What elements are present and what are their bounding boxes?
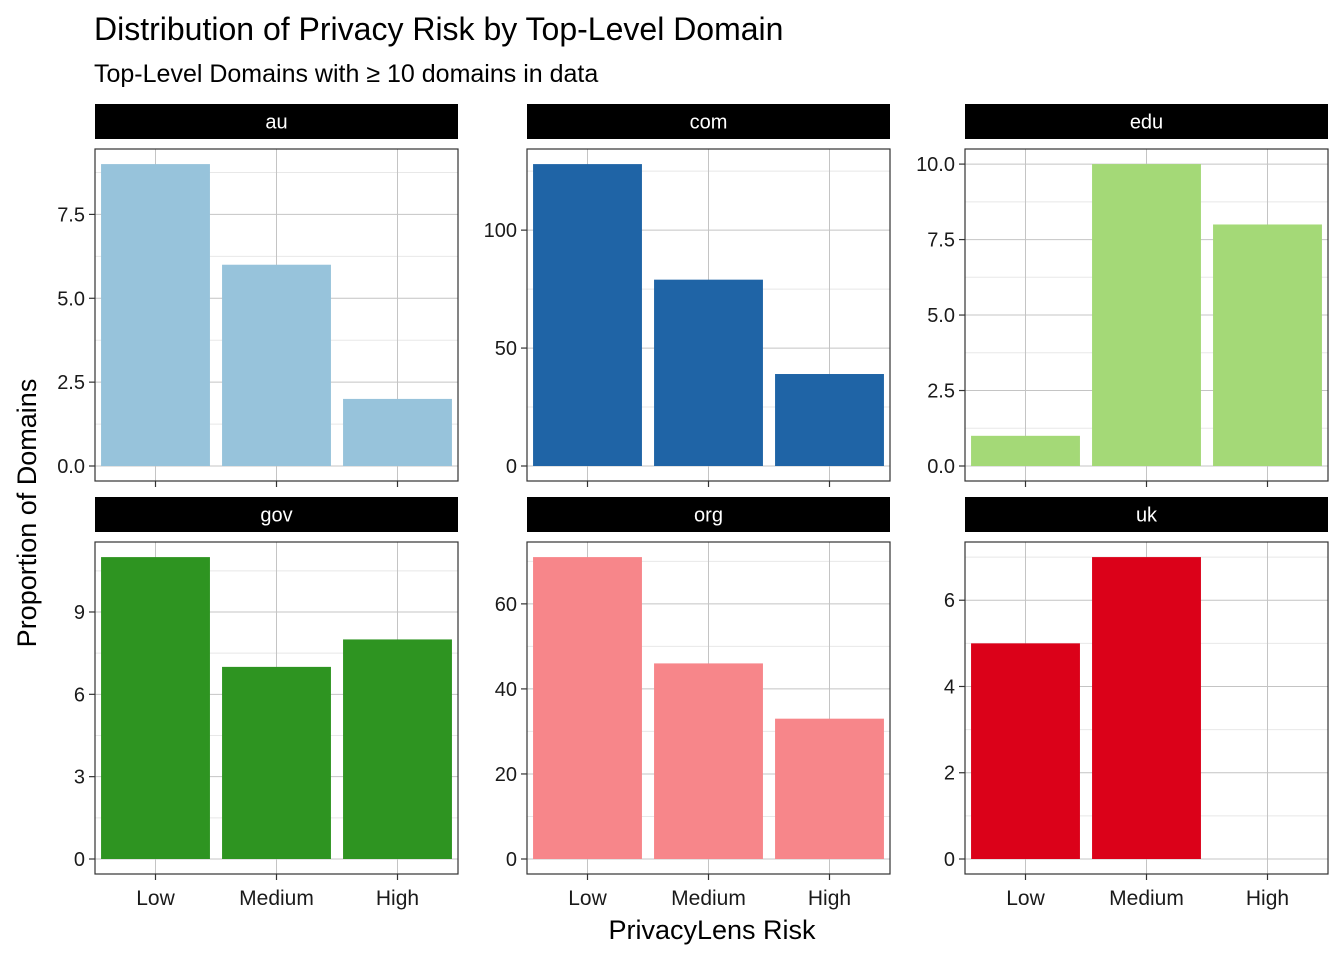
x-axis-label: PrivacyLens Risk bbox=[608, 915, 816, 945]
facet-strip-label: org bbox=[694, 505, 723, 527]
y-tick-label: 4 bbox=[944, 676, 955, 698]
y-tick-label: 2 bbox=[944, 763, 955, 785]
y-tick-label: 9 bbox=[74, 602, 85, 624]
facet-strip-label: uk bbox=[1136, 505, 1158, 527]
y-tick-label: 10.0 bbox=[916, 154, 955, 176]
x-tick-label: Low bbox=[568, 887, 607, 910]
bar-com-medium bbox=[654, 279, 763, 466]
facet-panel-gov: gov 0 3 6 9 Low Medium High bbox=[74, 497, 459, 910]
bar-com-low bbox=[533, 164, 642, 466]
bar-org-medium bbox=[654, 663, 763, 859]
facet-strip bbox=[95, 104, 458, 139]
y-tick-label: 0.0 bbox=[927, 456, 955, 478]
facet-strip bbox=[965, 104, 1328, 139]
bar-uk-low bbox=[971, 643, 1080, 859]
y-tick-label: 0.0 bbox=[57, 456, 85, 478]
y-tick-label: 7.5 bbox=[927, 230, 955, 252]
y-tick-label: 20 bbox=[495, 764, 517, 786]
bar-edu-high bbox=[1213, 224, 1322, 466]
facet-strip-label: gov bbox=[260, 505, 292, 527]
bar-uk-medium bbox=[1092, 557, 1201, 859]
y-tick-label: 7.5 bbox=[57, 204, 85, 226]
bar-org-low bbox=[533, 557, 642, 859]
y-axis-label: Proportion of Domains bbox=[12, 379, 42, 648]
chart-title: Distribution of Privacy Risk by Top-Leve… bbox=[94, 11, 783, 47]
bar-au-medium bbox=[222, 264, 331, 466]
y-tick-label: 0 bbox=[506, 849, 517, 871]
bar-edu-low bbox=[971, 435, 1080, 466]
facet-strip-label: com bbox=[690, 112, 728, 134]
facet-panel-org: org 0 20 40 60 Low Medium High bbox=[495, 497, 891, 910]
y-tick-label: 6 bbox=[74, 684, 85, 706]
facet-panel-edu: edu 0.0 2.5 5.0 7.5 10.0 bbox=[916, 104, 1329, 487]
x-tick-label: Low bbox=[136, 887, 175, 910]
y-tick-label: 40 bbox=[495, 679, 517, 701]
x-tick-label: High bbox=[1246, 887, 1289, 910]
y-tick-label: 50 bbox=[495, 338, 517, 360]
x-tick-label: Low bbox=[1006, 887, 1045, 910]
y-tick-label: 3 bbox=[74, 767, 85, 789]
facet-panel-com: com 0 50 100 bbox=[484, 104, 891, 487]
y-tick-label: 2.5 bbox=[927, 381, 955, 403]
y-tick-label: 5.0 bbox=[927, 305, 955, 327]
bar-org-high bbox=[775, 718, 884, 859]
bar-gov-high bbox=[343, 639, 452, 859]
x-tick-label: Medium bbox=[1109, 887, 1184, 910]
facet-strip bbox=[527, 104, 890, 139]
x-tick-label: High bbox=[376, 887, 419, 910]
facet-panel-uk: uk 0 2 4 6 Low Medium High bbox=[944, 497, 1329, 910]
y-tick-label: 0 bbox=[74, 849, 85, 871]
bar-gov-low bbox=[101, 557, 210, 859]
facet-panel-au: au 0.0 2.5 5.0 7.5 bbox=[57, 104, 459, 487]
facet-panels: au 0.0 2.5 5.0 7.5 com 0 50 100 edu 0.0 2.5 5.0 7.5 10… bbox=[57, 104, 1329, 910]
x-tick-label: High bbox=[808, 887, 851, 910]
x-tick-label: Medium bbox=[239, 887, 314, 910]
facet-strip-label: edu bbox=[1130, 112, 1163, 134]
y-tick-label: 100 bbox=[484, 220, 517, 242]
bar-au-high bbox=[343, 398, 452, 466]
chart-subtitle: Top-Level Domains with ≥ 10 domains in d… bbox=[94, 60, 598, 88]
x-tick-label: Medium bbox=[671, 887, 746, 910]
bar-edu-medium bbox=[1092, 164, 1201, 466]
facet-strip bbox=[95, 497, 458, 532]
y-tick-label: 6 bbox=[944, 590, 955, 612]
y-tick-label: 2.5 bbox=[57, 372, 85, 394]
y-tick-label: 5.0 bbox=[57, 288, 85, 310]
facet-strip-label: au bbox=[265, 112, 287, 134]
bar-au-low bbox=[101, 164, 210, 466]
y-tick-label: 0 bbox=[506, 456, 517, 478]
bar-com-high bbox=[775, 374, 884, 466]
facet-strip bbox=[527, 497, 890, 532]
y-tick-label: 0 bbox=[944, 849, 955, 871]
facet-strip bbox=[965, 497, 1328, 532]
y-tick-label: 60 bbox=[495, 594, 517, 616]
bar-gov-medium bbox=[222, 666, 331, 859]
